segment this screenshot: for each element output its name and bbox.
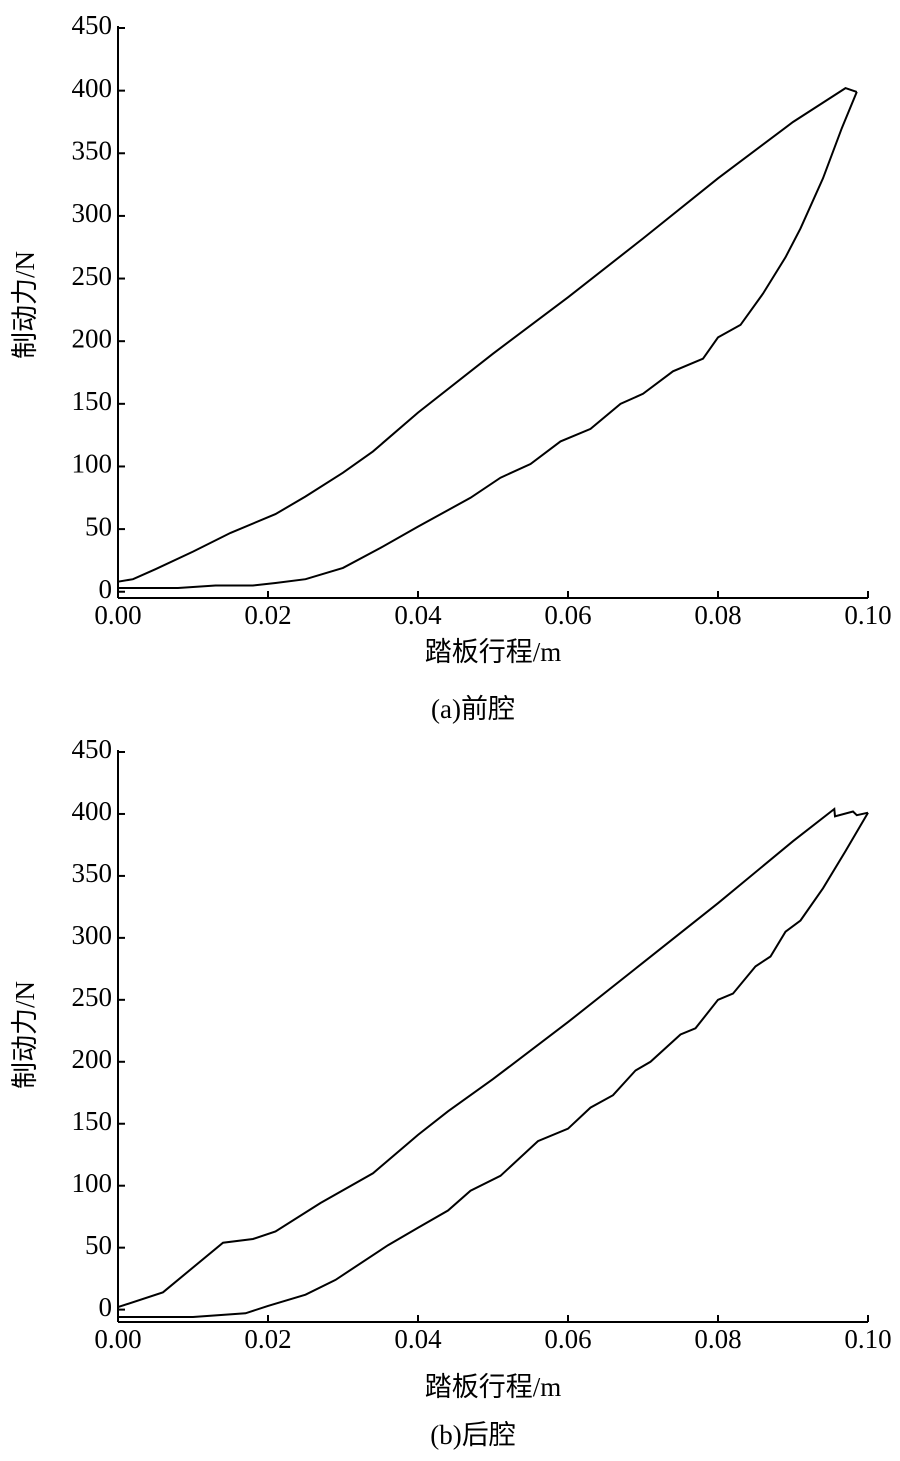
y-tick-label: 200	[72, 323, 113, 353]
x-tick-label: 0.00	[94, 600, 141, 630]
y-tick-label: 300	[72, 920, 113, 950]
y-tick-label: 100	[72, 449, 113, 479]
y-tick-label: 250	[72, 982, 113, 1012]
y-tick-label: 450	[72, 734, 113, 764]
chart-caption: (a)前腔	[431, 694, 515, 724]
x-tick-label: 0.08	[694, 1324, 741, 1354]
x-tick-label: 0.08	[694, 600, 741, 630]
y-tick-label: 0	[99, 1292, 113, 1322]
y-tick-label: 50	[85, 511, 112, 541]
y-tick-label: 300	[72, 198, 113, 228]
y-tick-label: 400	[72, 796, 113, 826]
y-tick-label: 0	[99, 574, 113, 604]
y-tick-label: 200	[72, 1044, 113, 1074]
x-tick-label: 0.02	[244, 1324, 291, 1354]
data-line	[118, 91, 858, 589]
y-tick-label: 50	[85, 1230, 112, 1260]
x-axis-label: 踏板行程/m	[425, 1372, 562, 1402]
data-line	[117, 807, 869, 1309]
x-tick-label: 0.04	[394, 600, 442, 630]
data-line	[117, 86, 858, 583]
x-tick-label: 0.06	[544, 1324, 591, 1354]
x-tick-label: 0.10	[844, 1324, 891, 1354]
x-axis-label: 踏板行程/m	[425, 637, 562, 667]
y-tick-label: 350	[72, 858, 113, 888]
y-tick-label: 450	[72, 10, 113, 40]
y-tick-label: 100	[72, 1168, 113, 1198]
y-axis-label: 制动力/N	[10, 981, 40, 1089]
data-line	[118, 812, 869, 1318]
x-tick-label: 0.02	[244, 600, 291, 630]
x-tick-label: 0.00	[94, 1324, 141, 1354]
x-tick-label: 0.06	[544, 600, 591, 630]
y-tick-label: 400	[72, 73, 113, 103]
x-tick-label: 0.04	[394, 1324, 442, 1354]
y-tick-label: 350	[72, 135, 113, 165]
x-tick-label: 0.10	[844, 600, 891, 630]
chart-caption: (b)后腔	[430, 1420, 515, 1450]
y-tick-label: 250	[72, 261, 113, 291]
y-tick-label: 150	[72, 1106, 113, 1136]
y-axis-label: 制动力/N	[10, 251, 40, 359]
y-tick-label: 150	[72, 386, 113, 416]
